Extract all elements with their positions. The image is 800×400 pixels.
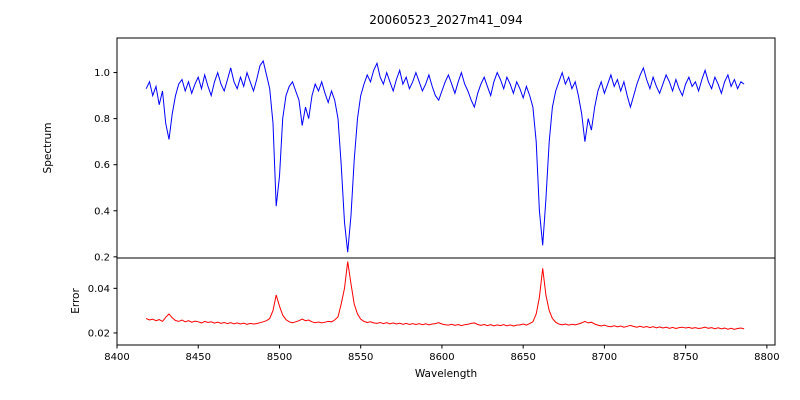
spectrum-y-tick-label: 0.8 [94, 114, 110, 125]
x-tick-label: 8550 [348, 352, 373, 363]
x-tick-label: 8800 [754, 352, 779, 363]
x-tick-label: 8750 [673, 352, 698, 363]
error-axes-frame [116, 257, 776, 346]
chart-title: 20060523_2027m41_094 [369, 13, 523, 27]
spectrum-y-tick-label: 0.4 [94, 206, 110, 217]
x-tick-label: 8650 [510, 352, 535, 363]
x-tick-label: 8450 [186, 352, 211, 363]
x-tick-label: 8600 [429, 352, 454, 363]
x-tick-label: 8400 [104, 352, 129, 363]
x-tick-label: 8700 [592, 352, 617, 363]
x-tick-label: 8500 [267, 352, 292, 363]
error-y-tick-label: 0.04 [88, 284, 110, 295]
spectrum-y-tick-label: 0.6 [94, 160, 110, 171]
spectrum-axes-frame [116, 37, 776, 259]
spectrum-line [145, 59, 745, 253]
error-line [145, 261, 745, 330]
error-y-tick-label: 0.02 [88, 328, 110, 339]
spectrum-y-tick-label: 0.2 [94, 252, 110, 263]
spectrum-y-tick-label: 1.0 [94, 68, 110, 79]
x-axis-label: Wavelength [414, 368, 478, 380]
